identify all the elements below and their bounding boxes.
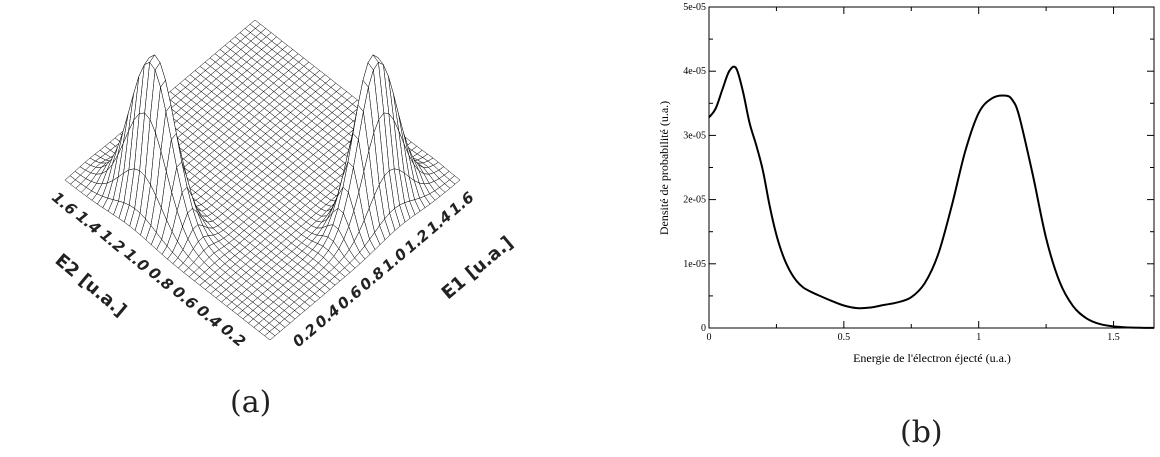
y-tick-label: 3e-05 <box>683 130 706 141</box>
surface-plot-a: 0.20.40.60.81.01.21.41.6 0.20.40.60.81.0… <box>48 19 518 351</box>
series-line <box>708 65 1155 329</box>
plot-frame <box>708 6 1155 329</box>
x-axis-label: Energie de l'électron éjecté (u.a.) <box>853 351 1011 365</box>
surface-y-tick-label: 1.4 <box>72 207 104 238</box>
x-tick-label: 0.5 <box>838 332 851 343</box>
surface-y-tick-label: 0.2 <box>217 320 249 351</box>
surface-x-tick-label: 1.6 <box>446 188 478 219</box>
x-tick-label: 0 <box>707 332 712 343</box>
surface-mesh <box>64 19 461 341</box>
surface-y-tick-label: 1.6 <box>48 188 80 219</box>
x-tick-label: 1 <box>976 332 981 343</box>
surface-y-axis-label: E2 [u.a.] <box>51 250 131 321</box>
surface-y-tick-label: 0.4 <box>193 301 225 332</box>
surface-x-axis-label: E1 [u.a.] <box>438 232 518 303</box>
surface-y-tick-label: 1.0 <box>121 245 153 276</box>
y-axis-label: Densité de probabilité (u.a.) <box>657 101 671 235</box>
surface-y-tick-label: 1.2 <box>97 226 129 257</box>
surface-cell <box>264 331 276 341</box>
y-tick-label: 4e-05 <box>683 66 706 77</box>
y-tick-label: 1e-05 <box>683 259 706 270</box>
caption-b: (b) <box>900 415 943 450</box>
y-tick-label: 5e-05 <box>683 2 706 13</box>
y-tick-label: 0 <box>701 323 706 334</box>
caption-a: (a) <box>230 385 272 420</box>
y-tick-label: 2e-05 <box>683 195 706 206</box>
line-chart-b: 0 0.5 1 1.5 0 1e-05 2e-05 3e-05 4e-05 5e-05 Energ… <box>657 2 1155 365</box>
x-tick-label: 1.5 <box>1107 332 1120 343</box>
surface-y-tick-label: 0.8 <box>145 263 177 294</box>
surface-y-tick-label: 0.6 <box>169 282 201 313</box>
